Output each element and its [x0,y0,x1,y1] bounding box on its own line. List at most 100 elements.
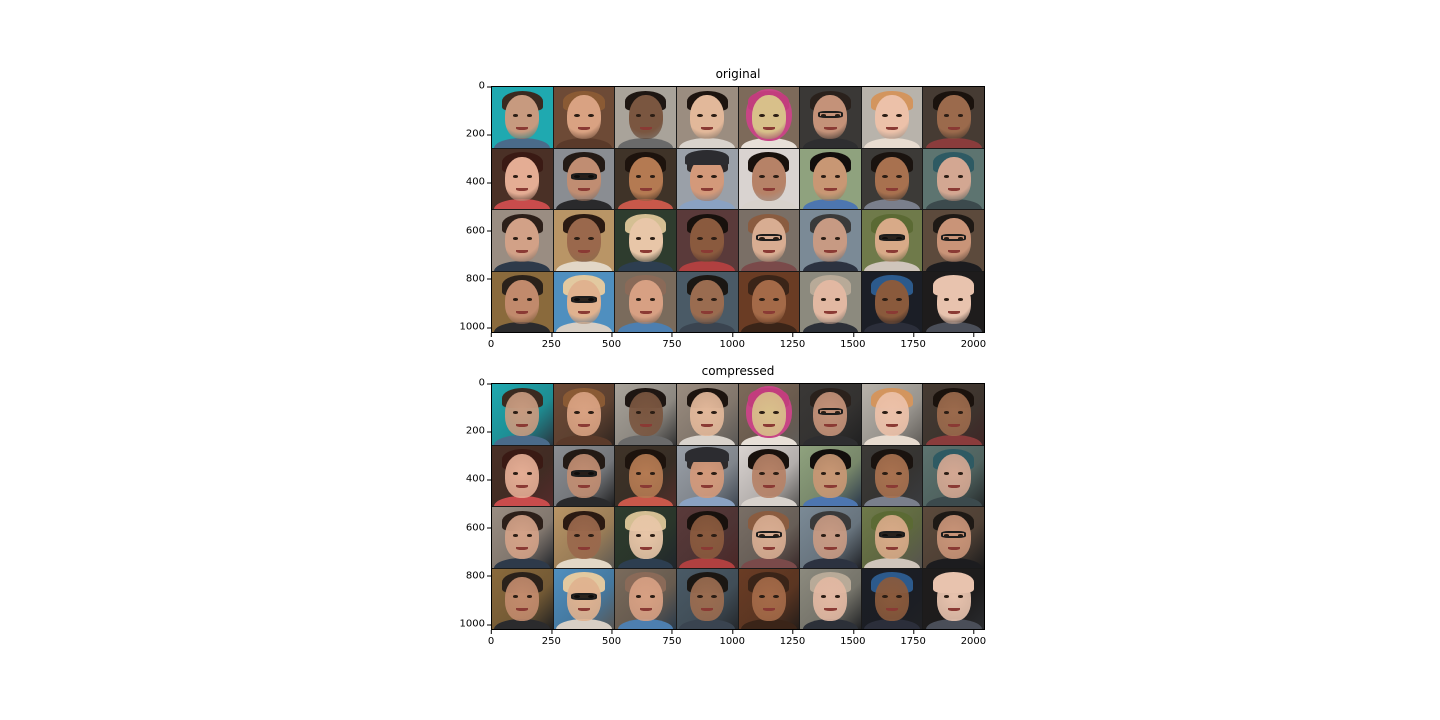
shoulders [925,137,982,148]
eye [649,472,656,476]
face-tile [923,87,984,148]
mouth [577,311,590,315]
face [628,279,663,324]
shoulders [494,199,551,209]
shoulders [556,260,612,271]
face-tile [923,148,984,209]
face [813,156,848,201]
shoulders [864,496,920,506]
shoulders [679,322,736,332]
eye [649,410,656,414]
mouth [516,485,529,489]
face-tile [553,507,615,568]
face-tile [492,148,553,209]
glasses [817,408,844,416]
glasses [817,111,844,119]
face-tile [738,384,800,445]
shoulders [925,260,982,271]
x-tick-label: 1750 [900,333,926,350]
face-tile [923,445,984,506]
face-tile [492,445,553,506]
mouth [701,249,714,253]
eye [882,410,888,414]
eye [649,298,656,302]
face-tile [861,271,923,332]
mouth [947,249,960,253]
shoulders [740,260,797,271]
eye [773,113,779,117]
eye [697,298,703,302]
shoulders [617,619,674,629]
eye [649,595,656,599]
face [936,453,971,498]
mouth [824,311,837,315]
y-tick-label: 0 [478,377,492,389]
mouth [639,608,652,612]
mouth [947,546,960,550]
face-tile [553,384,615,445]
shoulders [556,434,612,445]
mouth [639,126,652,130]
mouth [762,311,775,315]
eye [834,595,841,599]
eye [649,533,656,537]
eye [588,236,594,240]
glasses [756,531,782,539]
eye [957,410,964,414]
face-tile [861,568,923,629]
face-tile [676,210,738,271]
shoulders [617,557,674,568]
face-tile [800,384,861,445]
mouth [947,608,960,612]
shoulders [494,619,551,629]
face-tile [492,507,553,568]
face-tile [800,445,861,506]
shoulders [740,619,797,629]
shoulders [556,199,612,209]
y-tick-label: 1000 [459,321,492,333]
mouth [701,311,714,315]
x-tick-label: 1250 [779,333,806,350]
eye [943,113,950,117]
face-tile [615,507,676,568]
mouth [516,546,529,550]
eye [574,533,580,537]
mouth [824,126,837,130]
mouth [516,126,529,130]
face-tile [861,445,923,506]
eye [834,533,841,537]
face [751,279,786,324]
eye [697,175,703,179]
eye [711,410,717,414]
shoulders [494,137,551,148]
face-tile [676,148,738,209]
face [566,515,601,560]
face [813,576,848,621]
face-tile [800,271,861,332]
face-tile [800,568,861,629]
mouth [762,423,775,427]
shoulders [864,434,920,445]
eye [957,113,964,117]
mouth [886,311,899,315]
eye [588,410,594,414]
eye [635,113,642,117]
mouth [516,423,529,427]
face [690,515,725,560]
y-tick-label: 0 [478,80,492,92]
eye [574,113,580,117]
face [628,576,663,621]
face [936,279,971,324]
eye [697,595,703,599]
face [813,218,848,263]
shoulders [802,434,859,445]
face [505,95,540,140]
face-tile [676,445,738,506]
shoulders [556,496,612,506]
mouth [639,311,652,315]
shoulders [494,322,551,332]
face-tile [553,568,615,629]
mouth [762,249,775,253]
shoulders [494,434,551,445]
face-tile [738,568,800,629]
